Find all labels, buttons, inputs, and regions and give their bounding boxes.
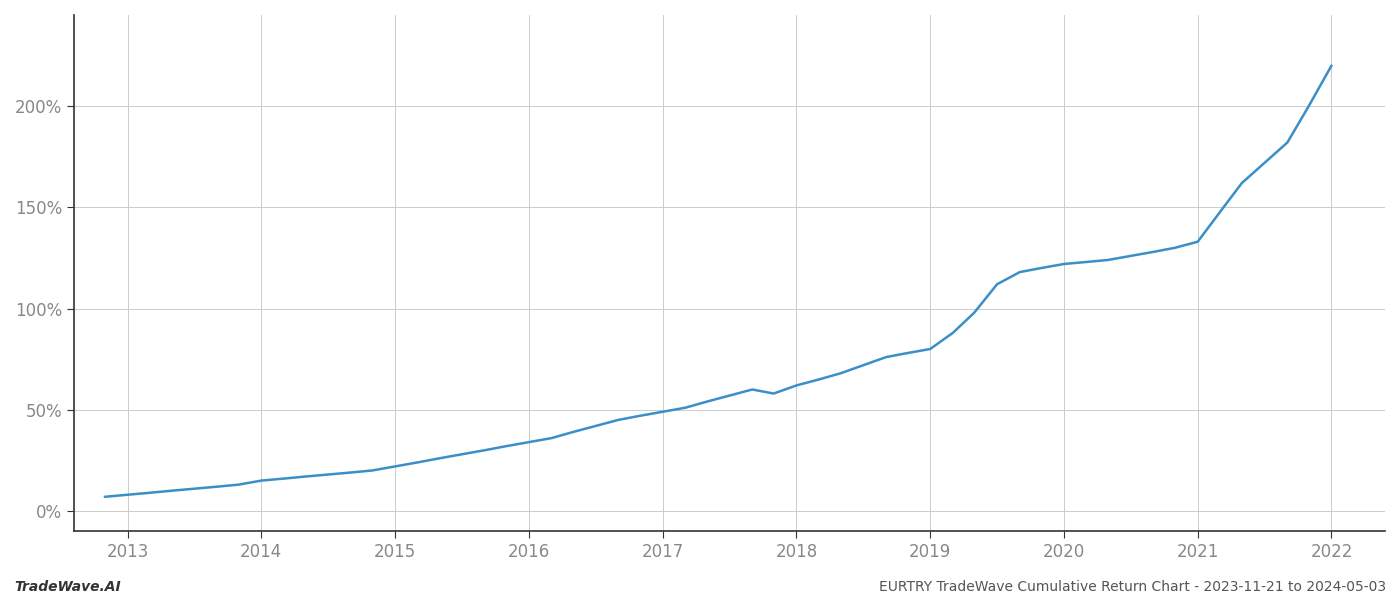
Text: EURTRY TradeWave Cumulative Return Chart - 2023-11-21 to 2024-05-03: EURTRY TradeWave Cumulative Return Chart…	[879, 580, 1386, 594]
Text: TradeWave.AI: TradeWave.AI	[14, 580, 120, 594]
